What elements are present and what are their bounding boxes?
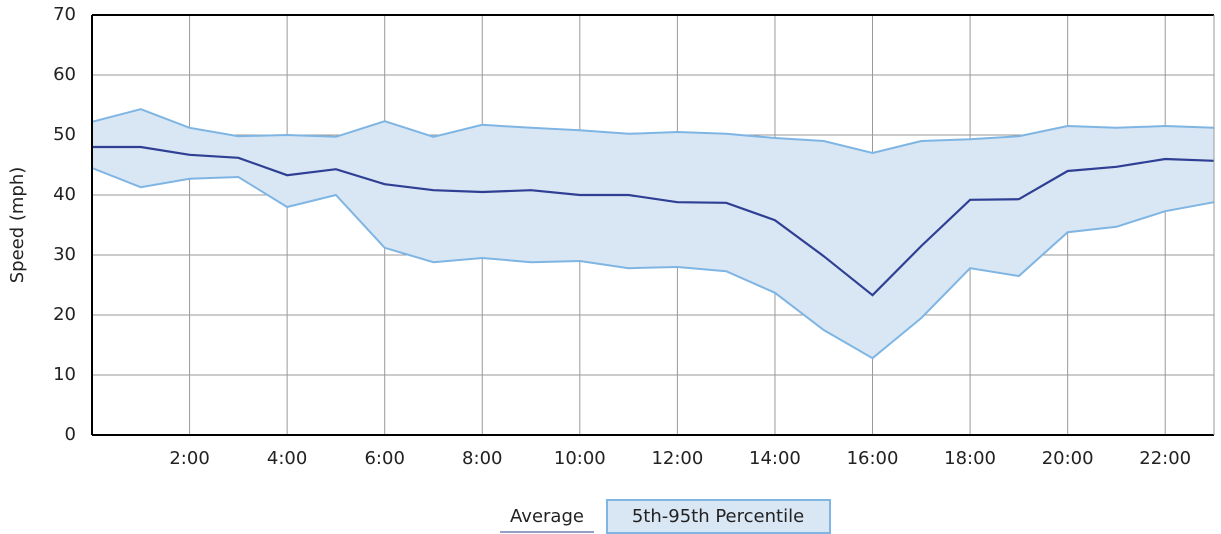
legend-label: Average	[510, 506, 584, 527]
y-tick-label: 60	[53, 64, 76, 85]
y-tick-label: 0	[65, 424, 76, 445]
y-tick-label: 40	[53, 184, 76, 205]
band-edge	[91, 167, 1215, 360]
legend-swatch	[606, 499, 831, 534]
y-tick-label: 30	[53, 244, 76, 265]
y-tick-label: 50	[53, 124, 76, 145]
band-edge	[91, 108, 1215, 155]
x-tick-label: 20:00	[1042, 448, 1094, 469]
x-tick-label: 16:00	[847, 448, 899, 469]
x-tick-label: 22:00	[1139, 448, 1191, 469]
legend-label: 5th-95th Percentile	[632, 506, 804, 527]
x-tick-label: 12:00	[651, 448, 703, 469]
x-tick-label: 18:00	[944, 448, 996, 469]
x-tick-label: 8:00	[462, 448, 502, 469]
x-tick-label: 6:00	[364, 448, 404, 469]
percentile-band	[92, 109, 1214, 359]
y-tick-label: 10	[53, 364, 76, 385]
x-tick-label: 10:00	[554, 448, 606, 469]
line	[92, 145, 1215, 297]
x-tick-label: 2:00	[169, 448, 209, 469]
y-tick-label: 70	[53, 4, 76, 25]
x-tick-label: 14:00	[749, 448, 801, 469]
y-tick-label: 20	[53, 304, 76, 325]
y-axis-label: Speed (mph)	[7, 167, 28, 284]
x-tick-label: 4:00	[267, 448, 307, 469]
